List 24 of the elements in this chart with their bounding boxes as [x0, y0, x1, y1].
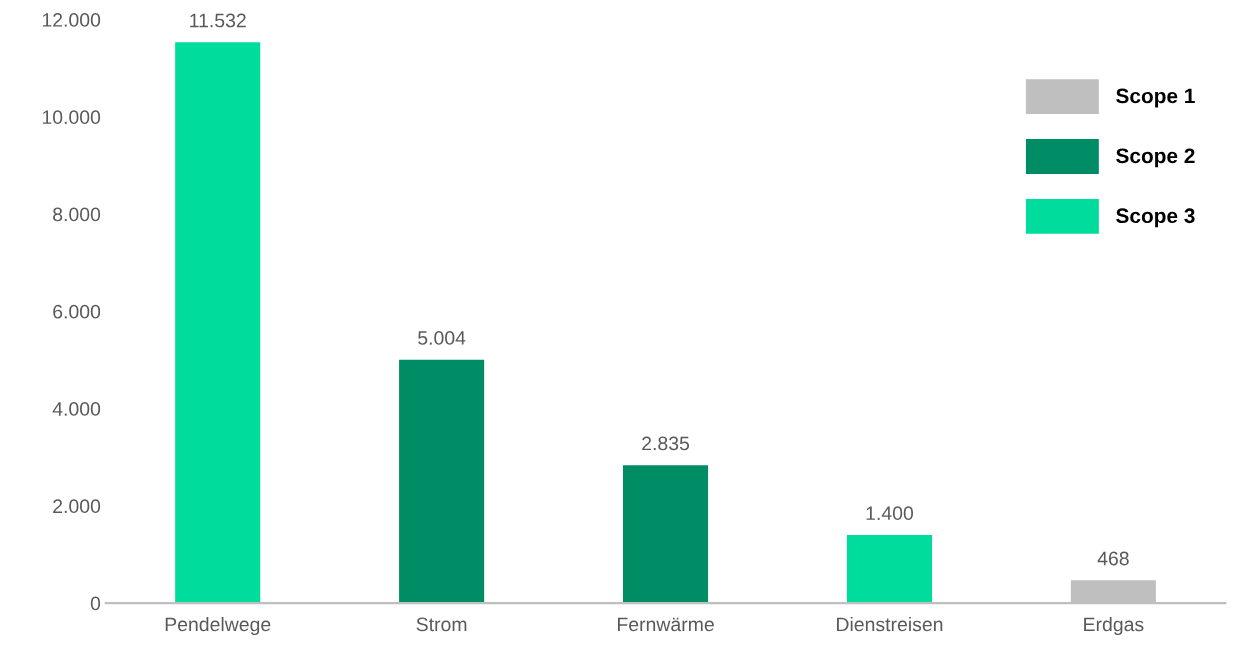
bar — [846, 535, 932, 604]
data-label: 5.004 — [418, 331, 466, 345]
data-label: 11.532 — [190, 13, 246, 28]
y-tick-label: 4.000 — [52, 402, 101, 416]
x-tick-label: Pendelwege — [165, 616, 271, 636]
bar — [623, 465, 709, 604]
y-tick-label: 10.000 — [42, 110, 101, 125]
y-tick-label: 6.000 — [53, 304, 101, 319]
x-tick-label: Erdgas — [1084, 616, 1144, 636]
y-tick-label: 2.000 — [53, 499, 101, 514]
x-tick-label: Strom — [416, 617, 467, 632]
bar — [175, 42, 261, 604]
y-tick-label: 0 — [90, 596, 101, 611]
x-tick-label: Dienstreisen — [837, 616, 943, 632]
x-tick-label: Fernwärme — [617, 617, 714, 632]
bar — [399, 359, 485, 604]
y-tick-label: 12.000 — [42, 13, 101, 27]
data-label: 2.835 — [642, 436, 690, 451]
data-label: 1.400 — [866, 506, 914, 521]
legend-label: Scope 1 — [1116, 88, 1195, 108]
legend-label: Scope 2 — [1116, 148, 1195, 168]
y-tick-label: 8.000 — [53, 207, 101, 222]
legend-label: Scope 3 — [1116, 208, 1195, 228]
data-label: 468 — [1097, 551, 1129, 566]
